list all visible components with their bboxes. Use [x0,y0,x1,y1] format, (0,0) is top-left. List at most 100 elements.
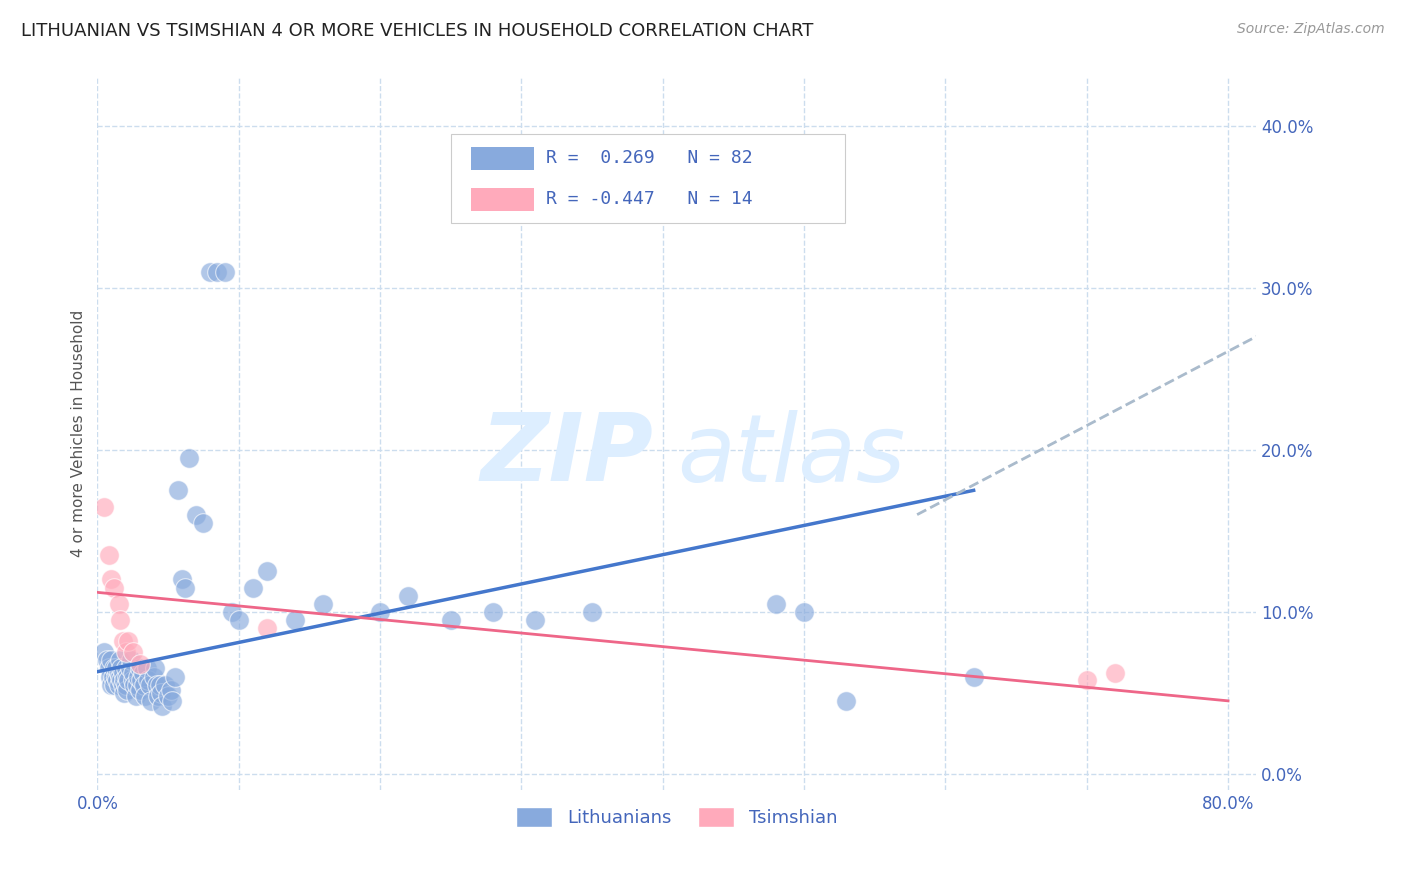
Point [105,673,128,687]
Point [111,678,134,692]
Point [103,678,125,692]
Point [120,653,142,667]
Text: LITHUANIAN VS TSIMSHIAN 4 OR MORE VEHICLES IN HOUSEHOLD CORRELATION CHART: LITHUANIAN VS TSIMSHIAN 4 OR MORE VEHICL… [21,22,814,40]
Point [103,581,125,595]
Point [284,613,307,627]
Point [200,265,222,279]
Point [128,657,150,671]
Point [1076,673,1098,687]
Point [165,669,187,683]
Point [129,673,152,687]
Point [125,678,148,692]
Point [482,605,505,619]
Point [93,500,115,514]
Point [174,581,197,595]
Point [117,634,139,648]
Point [131,666,153,681]
Point [256,621,278,635]
Point [115,669,138,683]
Point [162,694,184,708]
Point [150,698,173,713]
Point [101,669,124,683]
Text: R = -0.447   N = 14: R = -0.447 N = 14 [546,191,752,209]
Point [128,661,150,675]
Point [153,678,176,692]
Point [396,589,419,603]
Point [110,673,132,687]
Point [117,673,139,687]
Point [114,661,136,675]
Point [793,605,815,619]
Point [179,450,201,465]
Point [368,605,391,619]
Point [134,689,156,703]
Point [962,669,984,683]
Point [228,613,250,627]
Point [108,613,131,627]
Point [121,666,143,681]
Point [98,669,121,683]
Point [100,573,122,587]
Point [186,508,208,522]
Point [103,661,125,675]
Point [104,669,127,683]
Y-axis label: 4 or more Vehicles in Household: 4 or more Vehicles in Household [72,310,86,558]
Point [138,678,160,692]
Point [124,689,146,703]
Point [256,564,278,578]
Point [100,653,122,667]
Point [108,669,131,683]
Bar [471,147,534,169]
Point [172,573,194,587]
Text: R =  0.269   N = 82: R = 0.269 N = 82 [546,150,752,168]
Point [111,634,134,648]
Point [104,661,127,675]
Point [108,653,131,667]
Point [207,265,229,279]
Point [221,605,243,619]
Point [157,689,180,703]
Point [107,597,129,611]
Point [97,661,120,675]
Point [112,673,135,687]
Point [135,661,157,675]
Bar [471,188,534,211]
Point [122,678,145,692]
Point [146,689,169,703]
Point [193,516,215,530]
Point [121,645,143,659]
Point [112,686,135,700]
Point [110,661,132,675]
Text: ZIP: ZIP [481,409,654,501]
Point [148,678,170,692]
Text: atlas: atlas [676,409,905,500]
Point [835,694,858,708]
Point [312,597,335,611]
Point [1104,666,1126,681]
Point [118,661,141,675]
Point [127,669,149,683]
Point [136,673,159,687]
Point [142,669,165,683]
Point [114,645,136,659]
Point [167,483,190,498]
Point [242,581,264,595]
Point [97,548,120,562]
Point [524,613,547,627]
Point [107,678,129,692]
Point [132,678,155,692]
Point [581,605,603,619]
Point [107,666,129,681]
Point [440,613,463,627]
Point [121,673,143,687]
Point [96,653,118,667]
Point [128,682,150,697]
Point [111,666,134,681]
Legend: Lithuanians, Tsimshian: Lithuanians, Tsimshian [509,800,845,834]
Point [160,682,183,697]
Point [139,694,162,708]
Point [214,265,236,279]
Point [93,645,115,659]
Point [115,682,138,697]
Point [100,678,122,692]
